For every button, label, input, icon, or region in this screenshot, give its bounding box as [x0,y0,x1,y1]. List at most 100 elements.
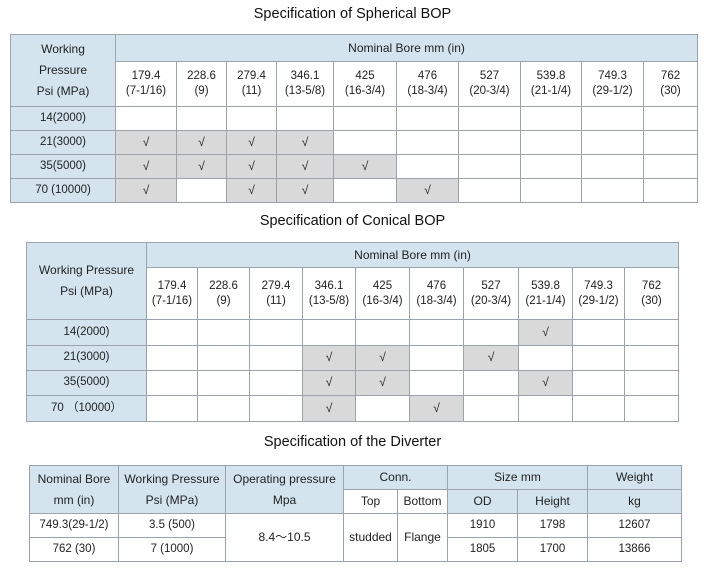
working-pressure-header: Working Pressure Psi (MPa) [118,465,226,514]
weight-value: 12607 [587,513,683,538]
table-cell [623,394,680,423]
weight-header: Weight [587,465,683,490]
table-row: 14(2000) [10,106,699,131]
table-cell [642,130,699,155]
bore-cell: 476 (18-3/4) [409,267,464,321]
diverter-table: Nominal Bore mm (in) Working Pressure Ps… [29,465,683,562]
table-cell [458,178,521,203]
check-cell: √ [302,344,356,371]
bore-cell: 762 (30) [642,61,699,107]
conn-bottom-header: Bottom [397,489,448,514]
table-cell [115,106,177,131]
size-od-header: OD [447,489,518,514]
od-value: 1910 [447,513,518,538]
table-row: 21(3000) √ √ √ [26,344,680,371]
bore-cell: 749.3 (29-1/2) [581,61,644,107]
height-value: 1798 [516,513,589,538]
table-cell [581,106,644,131]
table-cell [409,344,464,371]
bore-cell: 762 (30) [623,267,680,321]
bore-cell: 346.1 (13-5/8) [276,61,334,107]
table-cell [146,369,198,396]
table-cell [146,319,198,346]
table-cell [146,394,198,423]
table-cell [572,394,625,423]
bore-cell: 527 (20-3/4) [458,61,521,107]
check-cell: √ [355,369,410,396]
conical-corner-label: Working Pressure Psi (MPa) [26,241,147,321]
spherical-bore-header: Nominal Bore mm (in) [114,34,699,62]
conical-bore-row: 179.4 (7-1/16) 228.6 (9) 279.4 (11) 346.1 (1… [27,267,680,321]
conical-bop-table: Working Pressure Psi (MPa) Nominal Bore … [26,241,680,423]
table-cell [176,178,227,203]
bore-cell: 228.6 (9) [176,61,227,107]
conn-bottom-value: Flange [397,513,448,562]
check-cell: √ [333,154,397,179]
bore-cell: 279.4 (11) [226,61,277,107]
check-cell: √ [518,369,573,396]
table-cell [623,344,680,371]
check-cell: √ [409,394,464,423]
table-cell [197,394,250,423]
row-label: 21(3000) [10,130,116,155]
check-cell: √ [226,178,277,203]
row-label: 70 (10000) [10,178,116,203]
bore-cell: 527 (20-3/4) [463,267,519,321]
table-cell [249,344,303,371]
table-cell [276,106,334,131]
table-cell [642,106,699,131]
check-cell: √ [302,369,356,396]
operating-pressure-value: 8.4～10.5 [225,513,344,562]
table-cell [249,319,303,346]
row-label: 14(2000) [10,106,116,131]
od-value: 1805 [447,537,518,562]
bore-value: 749.3(29-1/2) [29,513,119,538]
table-cell [396,130,459,155]
bore-cell: 749.3 (29-1/2) [572,267,625,321]
table-cell [226,106,277,131]
table-row: 35(5000) √ √ √ [26,369,680,396]
bore-cell: 539.8 (21-1/4) [518,267,573,321]
row-label: 35(5000) [10,154,116,179]
bore-cell: 425 (16-3/4) [333,61,397,107]
check-cell: √ [463,344,519,371]
operating-pressure-header: Operating pressure Mpa [225,465,344,514]
row-label: 14(2000) [26,319,147,346]
table-row: 749.3(29-1/2) 3.5 (500) 8.4～10.5 studded… [29,513,683,562]
conn-top-value: studded [343,513,398,562]
table-row: 762 (30) 7 (1000) 1805 1700 13866 [29,537,683,562]
check-cell: √ [115,178,177,203]
table-cell [197,344,250,371]
spherical-corner-label: Working Pressure Psi (MPa) [10,34,116,107]
bore-cell: 346.1 (13-5/8) [302,267,356,321]
spherical-bore-row: 179.4 (7-1/16) 228.6 (9) 279.4 (11) 346.1 (1… [11,61,699,107]
table-cell [623,369,680,396]
table-cell [572,344,625,371]
check-cell: √ [115,154,177,179]
table-cell [520,154,582,179]
table-cell [302,319,356,346]
check-cell: √ [226,130,277,155]
check-cell: √ [276,178,334,203]
table-cell [458,130,521,155]
bore-cell: 228.6 (9) [197,267,250,321]
check-cell: √ [276,154,334,179]
table-cell [333,106,397,131]
table-cell [396,106,459,131]
spherical-title: Specification of Spherical BOP [253,6,452,22]
conn-top-header: Top [343,489,398,514]
table-cell [396,154,459,179]
size-height-header: Height [516,489,589,514]
table-cell [520,106,582,131]
check-cell: √ [518,319,573,346]
row-label: 35(5000) [26,369,147,396]
table-cell [518,394,573,423]
table-cell [581,178,644,203]
conical-title: Specification of Conical BOP [259,213,446,229]
table-cell [249,369,303,396]
check-cell: √ [302,394,356,423]
table-cell [409,369,464,396]
table-cell [249,394,303,423]
bore-cell: 179.4 (7-1/16) [115,61,177,107]
table-cell [581,154,644,179]
